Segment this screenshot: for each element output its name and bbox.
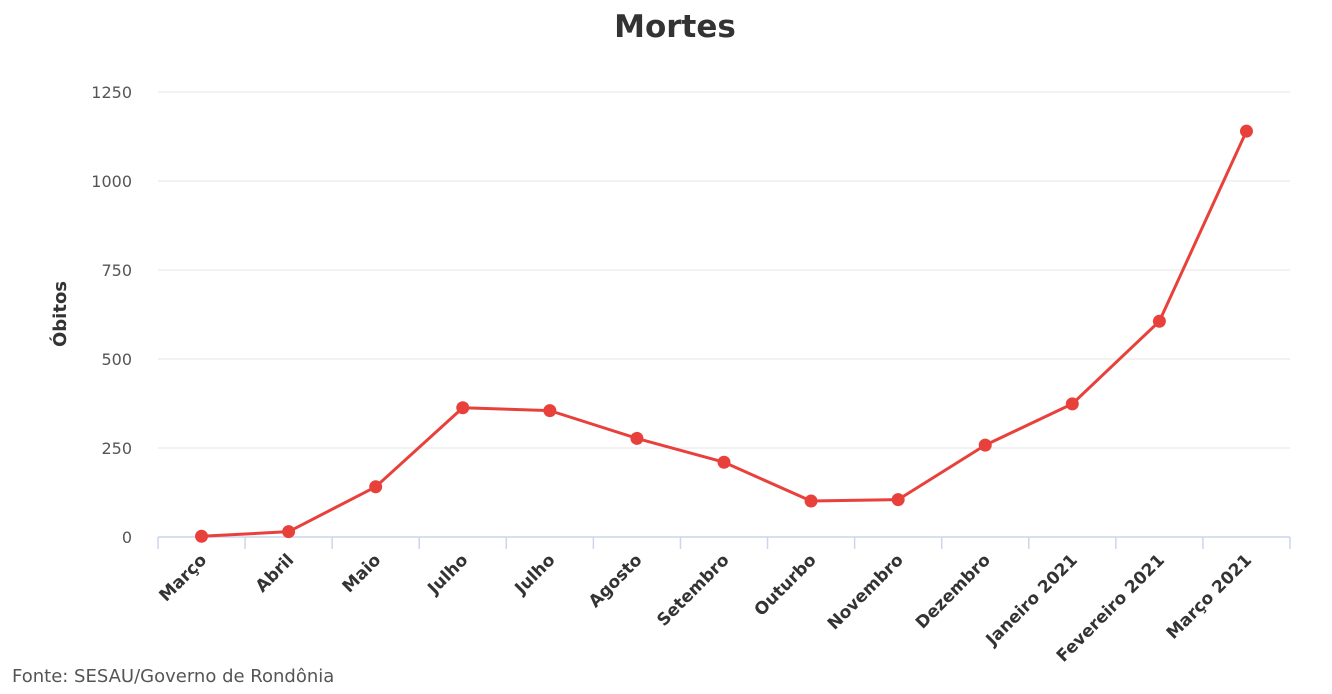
x-tick-label: Agosto [585,550,646,611]
x-tick-label: Julho [511,550,560,599]
data-point[interactable] [282,525,296,539]
series-deaths [195,124,1253,543]
gridlines [158,91,1290,449]
x-tick-label: Outurbo [751,550,821,620]
data-point[interactable] [717,455,731,469]
y-tick-label: 0 [122,528,132,547]
x-tick-label: Março 2021 [1163,550,1256,643]
chart-title: Mortes [614,9,736,45]
data-point[interactable] [195,529,209,543]
source-note: Fonte: SESAU/Governo de Rondônia [12,666,334,687]
x-tick-label: Julho [423,550,472,599]
data-point[interactable] [1239,124,1253,138]
data-point[interactable] [543,404,557,418]
x-axis [157,536,1291,549]
y-tick-label: 750 [101,261,132,280]
data-point[interactable] [456,401,470,415]
y-tick-label: 500 [101,350,132,369]
x-tick-label: Abril [252,550,298,596]
x-tick-label: Janeiro 2021 [982,550,1082,650]
x-tick-label: Setembro [653,550,733,630]
data-point[interactable] [369,480,383,494]
data-point[interactable] [630,431,644,445]
x-tick-label: Maio [339,550,386,597]
y-tick-label: 1000 [91,172,132,191]
data-point[interactable] [1152,314,1166,328]
x-tick-label: Novembro [824,550,908,634]
x-tick-label: Dezembro [912,550,995,633]
y-axis-ticks: 0 250 500 750 1000 1250 [91,83,132,547]
x-axis-ticks: Março Abril Maio Julho Julho Agosto Setembro Ou… [156,550,1256,666]
data-point[interactable] [978,438,992,452]
data-point[interactable] [891,493,905,507]
y-tick-label: 250 [101,439,132,458]
series-line [201,130,1248,538]
data-point[interactable] [1065,397,1079,411]
y-tick-label: 1250 [91,83,132,102]
data-point[interactable] [804,494,818,508]
x-tick-label: Março [156,550,212,606]
y-axis-label: Óbitos [49,281,71,347]
